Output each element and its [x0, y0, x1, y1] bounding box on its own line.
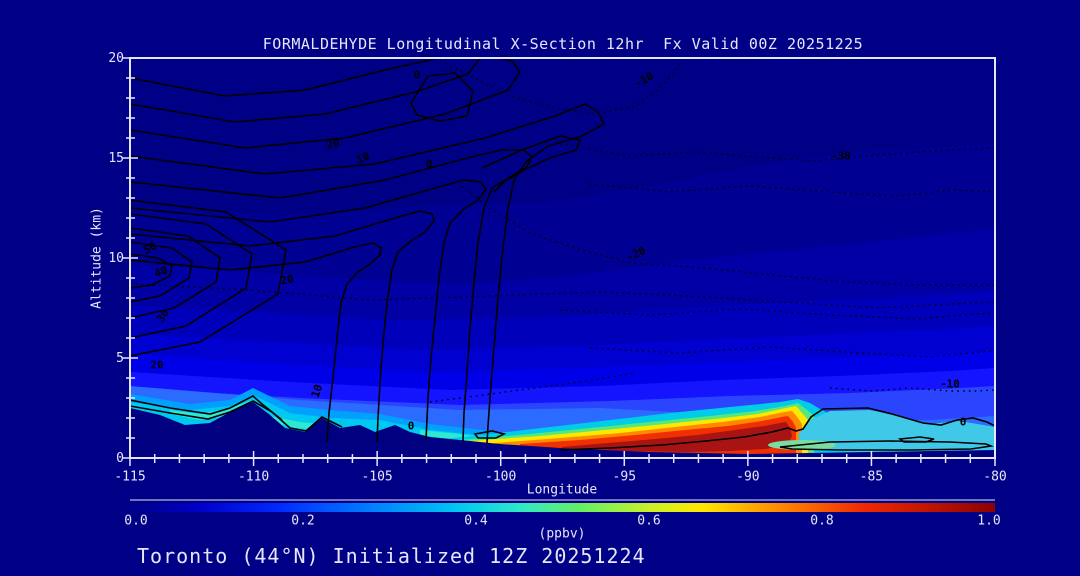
x-tick-label: -100 [485, 469, 517, 485]
colorbar-tick-label: 0.8 [810, 513, 834, 529]
y-tick-label: 15 [108, 151, 124, 166]
x-tick-label: -105 [361, 469, 393, 485]
colorbar-tick-label: 0.6 [637, 513, 661, 529]
y-tick-label: 0 [116, 451, 124, 466]
run-annotation: Toronto (44°N) Initialized 12Z 20251224 [137, 544, 646, 568]
contour-label: 40 [152, 263, 170, 281]
contour-label: -10 [940, 377, 960, 391]
x-axis-title: Longitude [526, 482, 598, 498]
colorbar-tick-label: 0.0 [124, 513, 148, 529]
contour-label: 20 [325, 136, 341, 152]
y-tick-label: 5 [116, 351, 124, 366]
contour-label: 50 [141, 239, 159, 257]
contour-label: -20 [624, 243, 648, 265]
x-tick-label: -90 [736, 469, 760, 485]
contour-label: -30 [831, 149, 851, 163]
colorbar-tick-label: 0.2 [291, 513, 315, 529]
contour-label: 10 [308, 382, 326, 400]
x-tick-label: -115 [114, 469, 146, 485]
contour-label: 0 [959, 415, 967, 429]
colorbar-unit-label: (ppbv) [538, 526, 586, 542]
y-axis-title: Altitude (km) [89, 207, 105, 309]
contour-label: 20 [279, 272, 295, 288]
contour-label: 20 [150, 358, 164, 372]
y-tick-label: 20 [108, 51, 124, 66]
contour-label: 0 [425, 157, 433, 171]
x-tick-label: -80 [983, 469, 1007, 485]
contour-label: -10 [632, 69, 656, 91]
x-tick-label: -85 [859, 469, 884, 485]
contour-label: 30 [153, 306, 173, 326]
colorbar-tick-label: 1.0 [977, 513, 1001, 529]
x-tick-label: -110 [237, 469, 270, 485]
contour-label: 0 [413, 68, 421, 82]
y-tick-label: 10 [108, 251, 124, 266]
colorbar-tick-label: 0.4 [464, 513, 488, 529]
contour-label: 10 [354, 149, 372, 167]
contour-label: 0 [407, 419, 415, 433]
x-tick-label: -95 [612, 469, 637, 485]
colorbar-gradient [130, 503, 995, 512]
plot-title: FORMALDEHYDE Longitudinal X-Section 12hr… [262, 35, 864, 53]
contour-label-layer: 20 10 0 0 50 40 30 20 20 10 0 0 -10 -30 … [130, 58, 995, 458]
